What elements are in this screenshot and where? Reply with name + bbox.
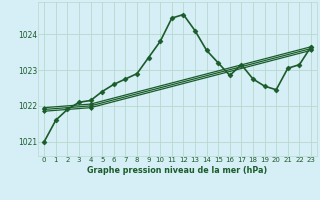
X-axis label: Graphe pression niveau de la mer (hPa): Graphe pression niveau de la mer (hPa) [87, 166, 268, 175]
